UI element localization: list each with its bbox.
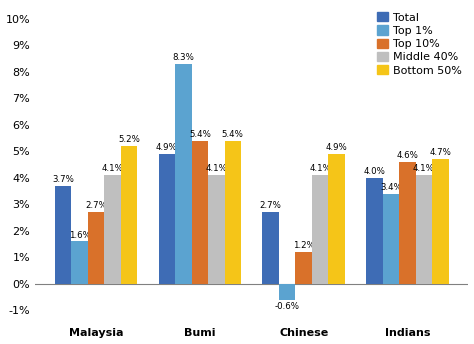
- Text: 3.7%: 3.7%: [52, 175, 74, 184]
- Text: 4.1%: 4.1%: [205, 164, 227, 173]
- Bar: [432, 159, 448, 284]
- Text: 2.7%: 2.7%: [260, 202, 282, 211]
- Bar: [159, 154, 175, 284]
- Text: 4.7%: 4.7%: [429, 148, 451, 158]
- Bar: [175, 64, 191, 284]
- Bar: [366, 178, 383, 284]
- Bar: [279, 284, 295, 300]
- Text: 2.7%: 2.7%: [85, 202, 107, 211]
- Bar: [104, 175, 121, 284]
- Text: 4.1%: 4.1%: [101, 164, 124, 173]
- Text: 4.9%: 4.9%: [156, 143, 178, 152]
- Bar: [121, 146, 137, 284]
- Bar: [295, 252, 312, 284]
- Text: 4.9%: 4.9%: [326, 143, 347, 152]
- Bar: [208, 175, 225, 284]
- Text: 5.2%: 5.2%: [118, 135, 140, 144]
- Text: 5.4%: 5.4%: [222, 130, 244, 139]
- Text: -0.6%: -0.6%: [274, 302, 300, 311]
- Text: 4.0%: 4.0%: [364, 167, 385, 176]
- Bar: [399, 162, 416, 284]
- Legend: Total, Top 1%, Top 10%, Middle 40%, Bottom 50%: Total, Top 1%, Top 10%, Middle 40%, Bott…: [376, 11, 463, 77]
- Text: 5.4%: 5.4%: [189, 130, 211, 139]
- Bar: [191, 141, 208, 284]
- Bar: [225, 141, 241, 284]
- Bar: [328, 154, 345, 284]
- Text: 1.6%: 1.6%: [69, 230, 91, 239]
- Text: 4.1%: 4.1%: [309, 164, 331, 173]
- Bar: [72, 241, 88, 284]
- Bar: [263, 212, 279, 284]
- Bar: [55, 186, 72, 284]
- Text: 1.2%: 1.2%: [292, 241, 315, 250]
- Text: 4.1%: 4.1%: [413, 164, 435, 173]
- Text: 3.4%: 3.4%: [380, 183, 402, 192]
- Bar: [312, 175, 328, 284]
- Bar: [383, 194, 399, 284]
- Bar: [416, 175, 432, 284]
- Bar: [88, 212, 104, 284]
- Text: 4.6%: 4.6%: [396, 151, 419, 160]
- Text: 8.3%: 8.3%: [173, 53, 194, 62]
